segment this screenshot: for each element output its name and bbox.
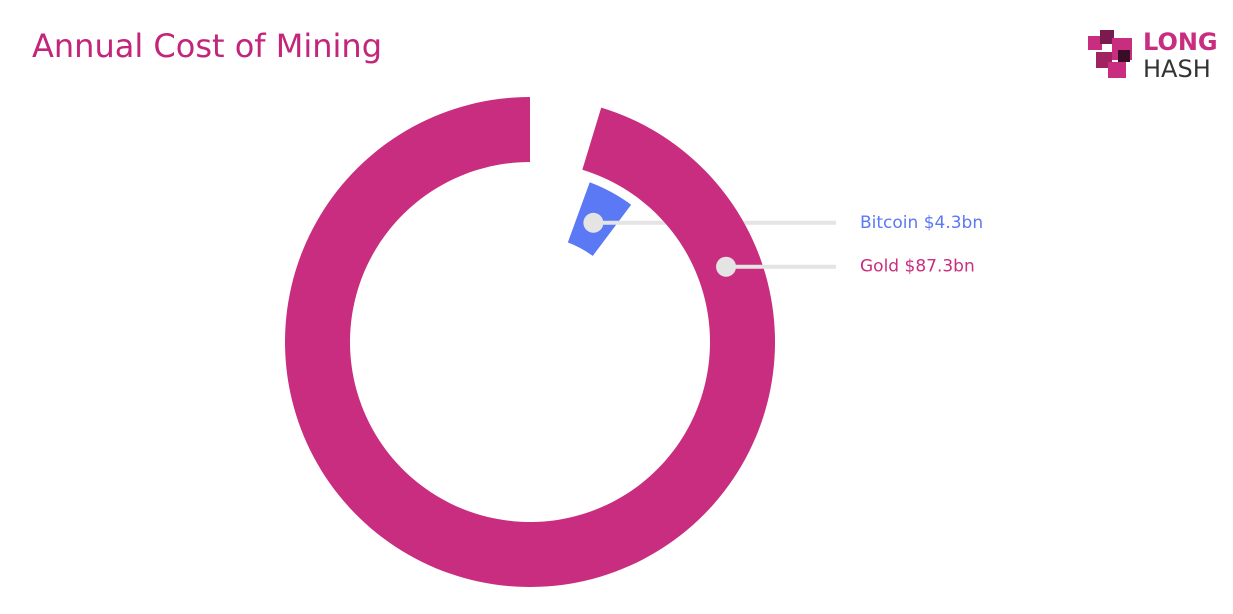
logo-text: LONG [1143, 28, 1218, 56]
category-label: Gold [860, 257, 899, 277]
logo-block [1088, 36, 1102, 50]
leader-dot [583, 212, 604, 233]
pie-slice [284, 97, 775, 587]
category-label: Bitcoin [860, 213, 918, 233]
value-label: $87.3bn [905, 257, 975, 277]
logo-block [1108, 62, 1126, 78]
chart-title: Annual Cost of Mining [32, 27, 382, 65]
logo: LONG HASH [1088, 28, 1218, 83]
logo-text: HASH [1143, 55, 1211, 83]
slice-label: Bitcoin $4.3bn [860, 213, 983, 233]
leader-dot [716, 256, 737, 277]
logo-block [1118, 50, 1130, 62]
value-label: $4.3bn [924, 213, 983, 233]
logo-block [1100, 30, 1114, 44]
slice-label: Gold $87.3bn [860, 257, 975, 277]
